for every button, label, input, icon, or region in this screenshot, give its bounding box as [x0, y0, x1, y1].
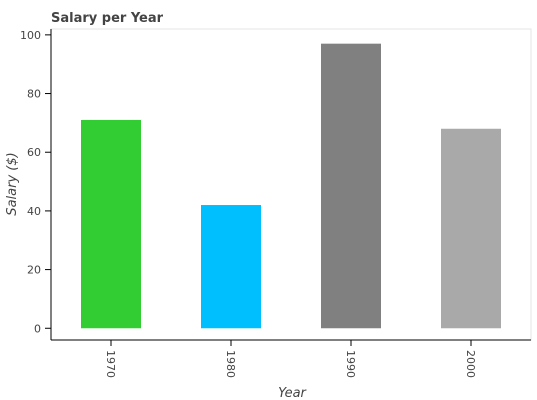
bar-1990 — [321, 43, 381, 329]
bar-2000 — [441, 128, 501, 329]
x-tick-label: 1990 — [344, 350, 357, 378]
y-tick-label: 0 — [34, 322, 41, 335]
bar-1970 — [81, 119, 141, 329]
bars — [81, 43, 501, 329]
x-axis-label: Year — [278, 386, 307, 400]
x-tick-label: 2000 — [464, 350, 477, 378]
y-tick-label: 80 — [27, 88, 41, 101]
y-tick-label: 40 — [27, 205, 41, 218]
y-tick-label: 20 — [27, 264, 41, 277]
x-axis: 1970 1980 1990 2000 — [51, 339, 531, 378]
y-axis: 0 20 40 60 80 100 — [20, 29, 52, 340]
x-tick-label: 1970 — [104, 350, 117, 378]
y-tick-label: 100 — [20, 29, 41, 42]
y-tick-label: 60 — [27, 146, 41, 159]
y-axis-label: Salary ($) — [5, 152, 20, 215]
x-tick-label: 1980 — [224, 350, 237, 378]
chart-title: Salary per Year — [51, 11, 164, 26]
bar-1980 — [201, 205, 261, 329]
